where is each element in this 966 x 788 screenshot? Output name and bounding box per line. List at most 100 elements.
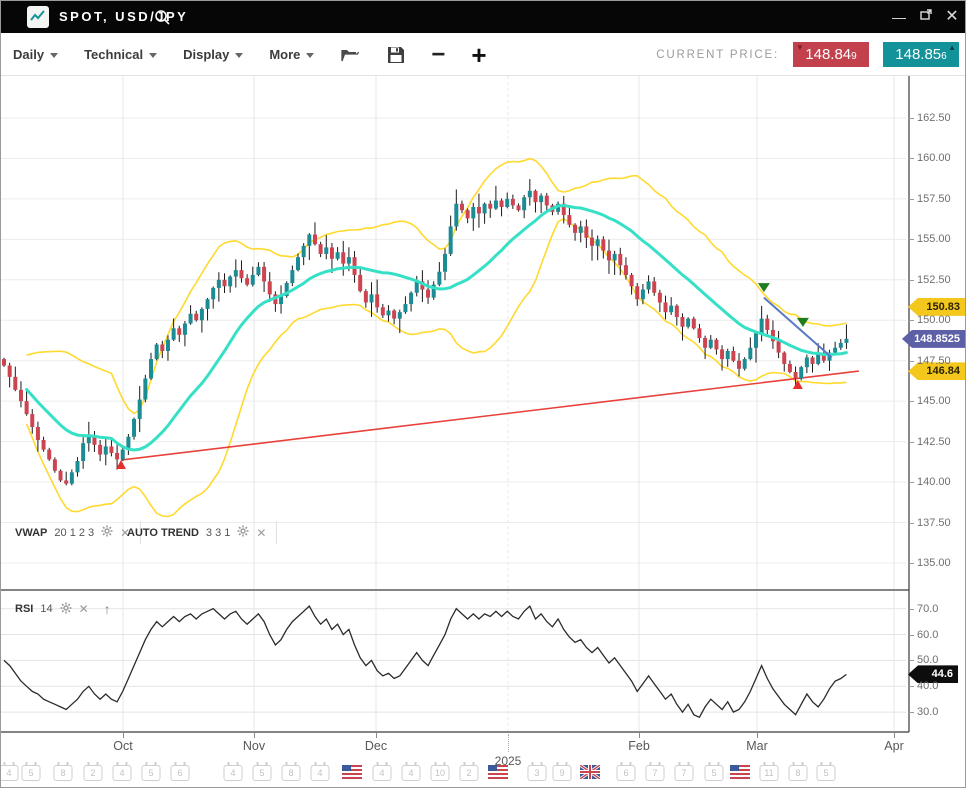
calendar-date-icon[interactable]: 5 — [704, 762, 724, 781]
calendar-date-icon[interactable]: 7 — [645, 762, 665, 781]
rsi-line — [3, 605, 847, 719]
collapse-pane-arrow-icon[interactable]: ↑ — [103, 601, 111, 617]
candle — [358, 274, 363, 292]
candle — [64, 480, 69, 484]
candle — [239, 270, 244, 279]
calendar-date-icon[interactable]: 4 — [372, 762, 392, 781]
display-menu[interactable]: Display — [183, 47, 244, 62]
candle — [578, 226, 583, 233]
calendar-date-icon[interactable]: 5 — [21, 762, 41, 781]
calendar-date-icon[interactable]: 4 — [310, 762, 330, 781]
candle — [307, 234, 312, 246]
close-icon[interactable]: ✕ — [120, 525, 131, 540]
calendar-date-icon[interactable]: 9 — [552, 762, 572, 781]
calendar-date-icon[interactable]: 3 — [527, 762, 547, 781]
gear-icon[interactable] — [60, 602, 72, 617]
calendar-date-icon[interactable]: 8 — [281, 762, 301, 781]
calendar-date-icon[interactable]: 4 — [401, 762, 421, 781]
candle — [165, 339, 170, 351]
gb-flag-icon[interactable] — [579, 763, 601, 781]
calendar-date-icon[interactable]: 5 — [141, 762, 161, 781]
calendar-date-icon[interactable]: 10 — [430, 762, 450, 781]
save-icon[interactable] — [387, 46, 405, 64]
calendar-date-icon[interactable]: 6 — [616, 762, 636, 781]
candle — [787, 363, 792, 373]
gear-icon[interactable] — [101, 525, 113, 540]
candle — [103, 446, 108, 455]
us-flag-icon[interactable] — [342, 765, 362, 779]
calendar-date-icon[interactable]: 5 — [252, 762, 272, 781]
candle — [476, 206, 481, 214]
price-axis-label: 152.50 — [917, 273, 951, 286]
popout-button[interactable] — [916, 7, 936, 27]
close-icon[interactable]: ✕ — [78, 602, 89, 616]
calendar-date-icon[interactable]: 6 — [170, 762, 190, 781]
candle — [137, 399, 142, 419]
candle — [301, 245, 306, 258]
us-flag-icon[interactable] — [488, 765, 508, 779]
candle — [714, 339, 719, 350]
candle — [623, 265, 628, 275]
candle — [233, 270, 238, 277]
autotrend-name: AUTO TREND — [127, 526, 199, 539]
candle — [522, 197, 527, 211]
candle — [199, 308, 204, 321]
open-folder-icon[interactable] — [340, 46, 361, 64]
calendar-date-icon[interactable]: 5 — [816, 762, 836, 781]
candle — [392, 310, 397, 319]
candle — [177, 328, 182, 335]
arrow-down-icon: ▼ — [796, 43, 804, 52]
us-flag-icon[interactable] — [730, 765, 750, 779]
price-axis-label: 157.50 — [917, 192, 951, 205]
price-axis-tick — [909, 320, 914, 322]
month-label: Apr — [884, 739, 904, 753]
candle — [18, 389, 23, 402]
technical-menu[interactable]: Technical — [84, 47, 158, 62]
candle — [742, 359, 747, 369]
candle — [426, 289, 431, 298]
candle — [793, 372, 798, 379]
more-menu[interactable]: More — [269, 47, 315, 62]
calendar-date-icon[interactable]: 11 — [759, 762, 779, 781]
gear-icon[interactable] — [237, 525, 249, 540]
calendar-date-icon[interactable]: 8 — [788, 762, 808, 781]
calendar-date-icon[interactable]: 4 — [112, 762, 132, 781]
close-icon[interactable]: ✕ — [945, 8, 959, 25]
calendar-date-icon[interactable]: 2 — [459, 762, 479, 781]
candle — [296, 257, 301, 271]
minimize-button[interactable]: — — [892, 9, 906, 25]
candle — [737, 360, 742, 369]
search-icon[interactable] — [153, 8, 171, 31]
calendar-date-icon[interactable]: 4 — [1, 762, 19, 781]
close-icon[interactable]: ✕ — [256, 525, 267, 540]
year-label: 2025 — [494, 754, 522, 768]
candle — [75, 461, 80, 473]
timeframe-menu[interactable]: Daily — [13, 47, 59, 62]
calendar-date-icon[interactable]: 4 — [223, 762, 243, 781]
calendar-date-icon[interactable]: 7 — [674, 762, 694, 781]
zoom-out-button[interactable]: − — [431, 40, 446, 68]
rsi-axis-tick — [909, 660, 914, 662]
chevron-down-icon — [306, 53, 315, 58]
rsi-axis-tick — [909, 712, 914, 714]
candle — [245, 278, 250, 285]
price-axis-tick — [909, 279, 914, 281]
calendar-date-icon[interactable]: 8 — [53, 762, 73, 781]
zoom-in-button[interactable]: + — [471, 39, 487, 70]
month-label: Feb — [628, 739, 650, 753]
candle — [273, 294, 278, 305]
candle — [686, 318, 691, 327]
calendar-date-icon[interactable]: 2 — [83, 762, 103, 781]
price-axis-label: 145.00 — [917, 395, 951, 408]
candle — [770, 329, 775, 342]
candle — [816, 354, 821, 364]
rsi-value-badge: 44.6 — [908, 665, 958, 684]
candle — [567, 215, 572, 225]
rsi-axis-label: 40.0 — [917, 680, 939, 693]
candle — [471, 206, 476, 219]
candle — [420, 281, 425, 290]
buy-signal-marker — [116, 460, 127, 470]
price-axis-label: 150.00 — [917, 314, 951, 327]
candle — [267, 281, 272, 295]
